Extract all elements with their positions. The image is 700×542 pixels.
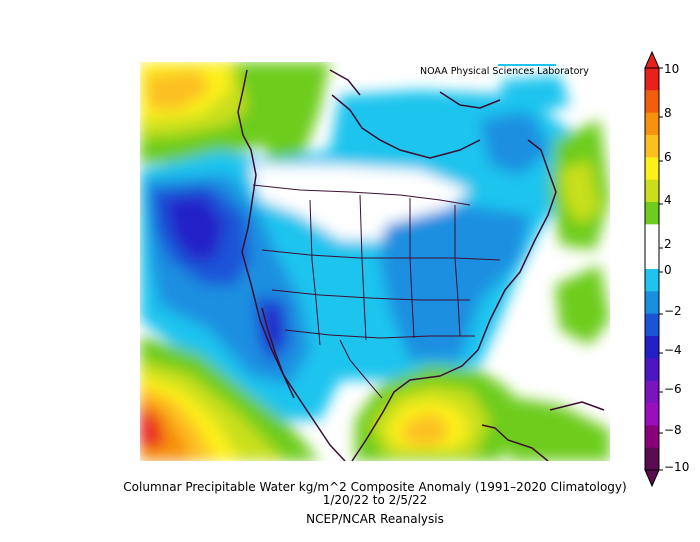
colorbar-tick-0: 0 [664,263,672,277]
colorbar-swatch [645,135,659,158]
colorbar-tick-10: 10 [664,62,680,76]
credit-label: NOAA Physical Sciences Laboratory [420,66,589,77]
colorbar-swatch [645,269,659,292]
colorbar-tick-8: 8 [664,106,672,120]
colorbar-max-arrow [644,50,660,69]
map-source: NCEP/NCAR Reanalysis [306,512,444,526]
credit-underline [498,64,556,66]
colorbar-tick-2: 2 [664,237,672,251]
colorbar-tick-minus-10: −10 [664,460,690,474]
colorbar-swatch [645,179,659,203]
colorbar-tick-minus-6: −6 [664,382,682,396]
colorbar-swatch [645,358,659,382]
colorbar [644,50,663,488]
colorbar-swatch [645,291,659,315]
colorbar-swatch [645,112,659,136]
colorbar-swatch [645,403,659,426]
map-date-range: 1/20/22 to 2/5/22 [322,493,428,507]
coastline-outlines [237,69,605,461]
colorbar-tick-minus-8: −8 [664,423,682,437]
colorbar-swatch [645,380,659,404]
colorbar-swatch [645,90,659,114]
colorbar-swatch [645,246,659,270]
colorbar-swatch [645,202,659,225]
colorbar-swatch [645,157,659,181]
colorbar-tick-minus-4: −4 [664,343,682,357]
colorbar-tick-4: 4 [664,193,672,207]
colorbar-swatch [645,313,659,337]
colorbar-swatch [645,68,659,91]
colorbar-tick-6: 6 [664,150,672,164]
anomaly-field [140,62,610,461]
colorbar-frame [644,67,660,471]
colorbar-swatch [645,447,659,471]
colorbar-swatch [645,425,659,449]
political-boundaries [252,184,501,399]
colorbar-swatch [645,224,659,248]
colorbar-swatch [645,336,659,359]
map-title: Columnar Precipitable Water kg/m^2 Compo… [123,480,627,494]
colorbar-tick-minus-2: −2 [664,304,682,318]
